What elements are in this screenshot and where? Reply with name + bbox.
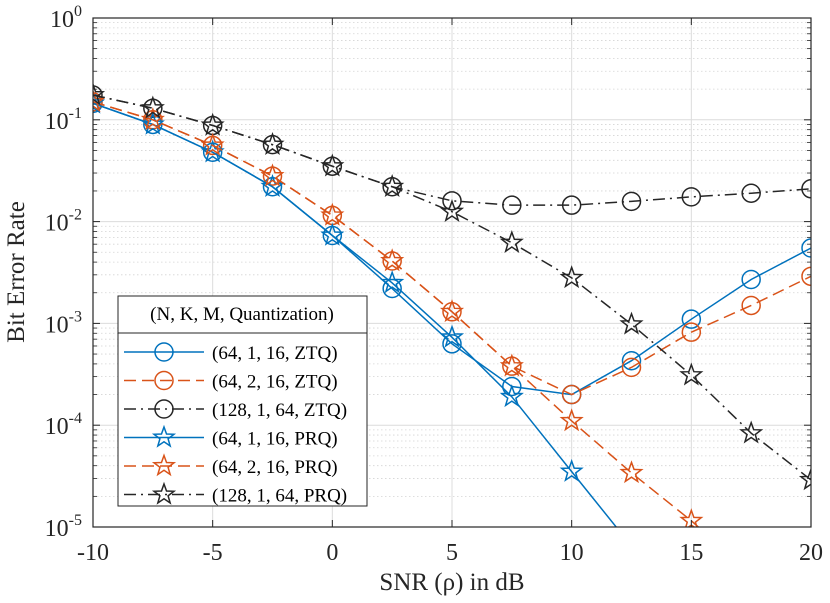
data-point (502, 376, 522, 397)
data-point (741, 269, 761, 290)
y-tick-label: 100 (50, 3, 82, 33)
data-point (502, 195, 522, 215)
legend-swatch-marker (151, 453, 177, 477)
legend-swatch-marker (151, 481, 177, 505)
data-point (621, 350, 642, 371)
legend-label: (64, 1, 16, PRQ) (212, 429, 338, 450)
data-point (439, 199, 465, 223)
series-layer (93, 82, 811, 582)
data-point (93, 89, 106, 113)
legend: (N, K, M, Quantization) (64, 1, 16, ZTQ)… (117, 295, 368, 507)
y-tick-label: 10-2 (45, 207, 82, 237)
x-tick-label: 0 (326, 540, 338, 566)
data-point (619, 460, 644, 484)
legend-swatch-marker (154, 342, 174, 362)
data-point (260, 174, 285, 198)
data-point (559, 458, 584, 482)
legend-label: (128, 1, 64, ZTQ) (212, 400, 347, 421)
legend-label: (64, 1, 16, ZTQ) (212, 343, 338, 364)
data-point (679, 362, 704, 386)
y-tick-label: 10-3 (45, 308, 82, 338)
x-tick-label: 10 (560, 540, 584, 566)
data-point (559, 265, 584, 289)
data-point (499, 384, 524, 408)
data-point (93, 82, 106, 106)
data-point (320, 222, 345, 246)
data-point (140, 107, 165, 131)
data-point (621, 191, 642, 212)
data-point (801, 179, 811, 199)
data-point (621, 357, 642, 378)
data-point (561, 384, 582, 405)
legend-entry-6: (128, 1, 64, PRQ) (124, 481, 347, 507)
data-point (741, 183, 761, 203)
data-point (681, 309, 702, 329)
x-tick-label: 15 (679, 540, 703, 566)
legend-entry-5: (64, 2, 16, PRQ) (124, 453, 338, 478)
legend-title: (N, K, M, Quantization) (150, 304, 334, 325)
data-point (499, 353, 524, 377)
y-axis-label: Bit Error Rate (3, 201, 30, 343)
data-point (260, 131, 285, 155)
data-point (93, 92, 103, 112)
legend-label: (64, 2, 16, ZTQ) (212, 372, 338, 393)
data-point (380, 248, 405, 272)
data-point (140, 95, 165, 119)
data-point (442, 334, 462, 354)
data-point (382, 278, 402, 299)
data-point (442, 191, 462, 211)
series-5 (93, 89, 761, 582)
series-line (93, 102, 618, 527)
y-tick-label: 10-1 (45, 105, 82, 135)
data-point (380, 270, 405, 294)
legend-entry-4: (64, 1, 16, PRQ) (124, 424, 338, 450)
data-point (439, 299, 465, 323)
data-point (801, 238, 811, 258)
data-point (739, 420, 764, 444)
data-point (561, 195, 582, 215)
data-point (200, 132, 225, 156)
legend-entry-3: (128, 1, 64, ZTQ) (124, 399, 347, 421)
data-point (499, 230, 524, 254)
legend-swatch-marker (151, 424, 177, 448)
series-6 (93, 82, 811, 491)
data-point (320, 202, 345, 226)
data-point (622, 536, 642, 555)
data-point (801, 266, 811, 287)
grid (92, 17, 812, 528)
legend-label: (64, 2, 16, PRQ) (212, 457, 338, 478)
y-tick-label: 10-5 (45, 512, 82, 542)
data-point (741, 563, 761, 582)
x-tick-label: -5 (203, 540, 223, 566)
legend-swatch-marker (154, 399, 174, 419)
series-line (93, 101, 700, 527)
data-point (260, 163, 285, 187)
data-point (619, 311, 644, 335)
x-tick-label: 20 (799, 540, 823, 566)
legend-label: (128, 1, 64, PRQ) (212, 486, 347, 507)
data-point (681, 322, 702, 342)
x-tick-label: -10 (77, 540, 109, 566)
data-point (681, 187, 702, 207)
x-tick-label: 5 (446, 540, 458, 566)
data-point (140, 111, 165, 135)
legend-entry-1: (64, 1, 16, ZTQ) (124, 342, 338, 364)
data-point (559, 408, 584, 432)
y-tick-label: 10-4 (45, 410, 82, 440)
data-point (798, 467, 811, 491)
data-point (741, 295, 761, 316)
data-point (200, 112, 225, 136)
data-point (380, 174, 405, 198)
data-point (93, 85, 103, 105)
ticks: -10 -5 0 5 10 15 20 100 10-1 10-2 10-3 10-4 10-5 (45, 3, 823, 566)
series-line (93, 94, 811, 481)
legend-swatch-marker (154, 370, 174, 391)
data-point (320, 153, 345, 177)
legend-entry-2: (64, 2, 16, ZTQ) (124, 370, 338, 393)
data-point (439, 324, 465, 348)
x-axis-label: SNR (ρ) in dB (379, 569, 524, 596)
